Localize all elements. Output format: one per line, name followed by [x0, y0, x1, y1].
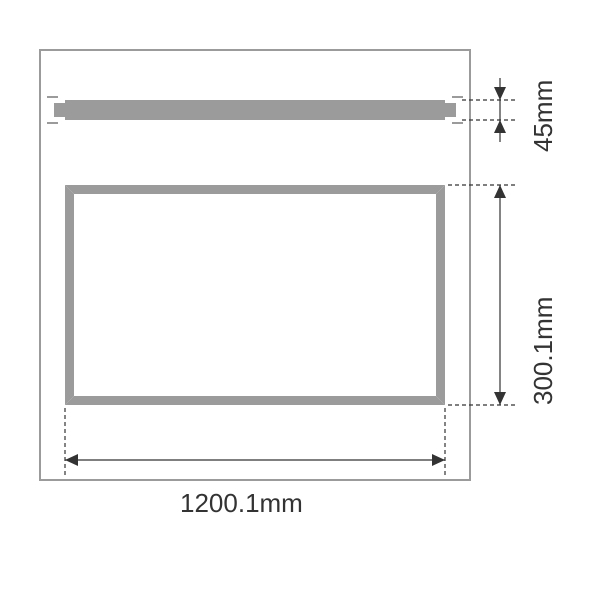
- panel-edge-top: [65, 185, 445, 194]
- panel-edge-left: [65, 185, 74, 405]
- dim-height-45-label: 45mm: [528, 80, 559, 152]
- arrow-up-icon: [494, 87, 506, 100]
- profile-cap-left: [54, 103, 65, 117]
- side-profile: [47, 97, 463, 123]
- arrow-right-icon: [432, 454, 445, 466]
- dim-width: [65, 408, 445, 478]
- dim-width-label: 1200.1mm: [180, 488, 303, 519]
- panel-edge-bottom: [65, 396, 445, 405]
- arrow-left-icon: [65, 454, 78, 466]
- front-panel: [65, 185, 445, 405]
- profile-bar: [65, 100, 445, 120]
- dim-height-300-label: 300.1mm: [528, 297, 559, 405]
- arrow-down-icon: [494, 392, 506, 405]
- profile-cap-right: [445, 103, 456, 117]
- panel-edge-right: [436, 185, 445, 405]
- arrow-down-icon: [494, 120, 506, 133]
- arrow-up-icon: [494, 185, 506, 198]
- dim-height-300: [448, 185, 518, 405]
